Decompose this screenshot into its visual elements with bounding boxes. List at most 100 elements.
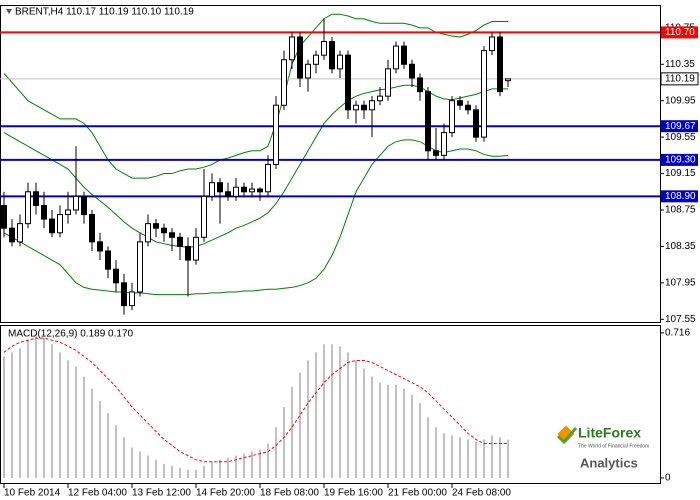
candle-body [393, 45, 399, 70]
level-label: 110.70 [665, 27, 695, 38]
candle-body [105, 250, 111, 270]
candle-body [225, 191, 231, 197]
candle-body [473, 109, 479, 138]
candle-body [273, 104, 279, 165]
candle-body [177, 236, 183, 247]
candle-body [433, 150, 439, 156]
x-tick-label: 14 Feb 20:00 [196, 488, 255, 499]
legend-icon [6, 9, 12, 14]
candle-body [41, 204, 47, 220]
candle-body [449, 100, 455, 134]
x-tick-label: 13 Feb 12:00 [132, 488, 191, 499]
candle-body [249, 188, 255, 193]
level-label: 108.90 [665, 191, 696, 202]
level-box [661, 153, 698, 166]
candle-body [25, 191, 31, 225]
y-tick-label: 0 [665, 473, 671, 484]
candle-body [33, 191, 39, 206]
candle-body [297, 36, 303, 79]
x-tick-label: 21 Feb 00:00 [388, 488, 447, 499]
candle-body [217, 182, 223, 193]
candle-body [409, 63, 415, 79]
candle-body [209, 182, 215, 197]
logo-check [556, 427, 578, 445]
bollinger-lower [3, 139, 509, 296]
candle-body [9, 227, 15, 243]
candle-body [97, 241, 103, 252]
candle-body [345, 54, 351, 111]
y-tick-label: 107.55 [665, 314, 696, 325]
x-tick-label: 18 Feb 08:00 [260, 488, 319, 499]
candle-body [497, 36, 503, 93]
y-tick-label: 108.75 [665, 205, 696, 216]
candle-body [481, 50, 487, 138]
level-box [661, 26, 698, 39]
candle-body [57, 214, 63, 234]
candle-body [441, 132, 447, 156]
candle-body [185, 245, 191, 261]
candle-body [425, 91, 431, 152]
y-tick-label: 109.55 [665, 132, 696, 143]
candle-body [329, 41, 335, 70]
candle-body [457, 100, 463, 106]
candle-body [89, 214, 95, 243]
candle-body [201, 195, 207, 238]
macd-title: MACD(12,26,9) 0.189 0.170 [8, 329, 134, 340]
y-tick-label: 109.95 [665, 95, 696, 106]
candle-body [417, 77, 423, 93]
candle-body [257, 188, 263, 193]
candle-body [145, 223, 151, 243]
candle-body [505, 78, 511, 82]
candle-body [233, 186, 239, 197]
candle-body [465, 104, 471, 111]
level-label: 109.30 [665, 155, 696, 166]
candle-body [265, 163, 271, 193]
candle-body [369, 100, 375, 111]
candle-body [49, 218, 55, 234]
price-panel [0, 5, 661, 323]
candle-body [65, 209, 71, 216]
macd-signal [3, 337, 508, 463]
symbol-legend: BRENT,H4 110.17 110.19 110.10 110.19 [15, 7, 194, 18]
candle-body [385, 68, 391, 97]
candle-body [321, 41, 327, 56]
x-tick-label: 10 Feb 2014 [4, 488, 61, 499]
candle-body [81, 195, 87, 216]
y-tick-label: 108.35 [665, 241, 696, 252]
logo-background [553, 418, 657, 478]
candle-body [401, 45, 407, 65]
candle-body [289, 36, 295, 61]
current-price-box [660, 72, 699, 86]
candle-body [337, 54, 343, 70]
candle-body [193, 236, 199, 261]
candle-body [153, 223, 159, 229]
candle-body [113, 268, 119, 284]
candle-body [121, 282, 127, 307]
candle-body [489, 36, 495, 52]
candle-body [1, 204, 7, 229]
candle-body [281, 59, 287, 106]
level-box [661, 120, 698, 133]
candle-body [377, 95, 383, 102]
bollinger-upper [3, 13, 508, 179]
x-tick-label: 19 Feb 16:00 [324, 488, 383, 499]
candle-body [305, 63, 311, 79]
candle-body [169, 232, 175, 238]
candle-body [73, 195, 79, 211]
logo-subtitle: Analytics [580, 455, 638, 470]
logo-tagline: The World of Financial Freedom [578, 443, 649, 449]
level-label: 109.67 [665, 121, 696, 132]
y-tick-label: 0.716 [665, 328, 690, 339]
logo-name: LiteForex [578, 425, 641, 441]
candle-body [361, 104, 367, 111]
y-tick-label: 110.35 [665, 59, 695, 70]
macd-panel [0, 325, 661, 484]
candle-body [353, 104, 359, 111]
candle-body [129, 291, 135, 307]
candle-body [137, 241, 143, 293]
x-tick-label: 24 Feb 08:00 [452, 488, 511, 499]
bollinger-middle [3, 84, 508, 248]
candle-body [241, 186, 247, 193]
